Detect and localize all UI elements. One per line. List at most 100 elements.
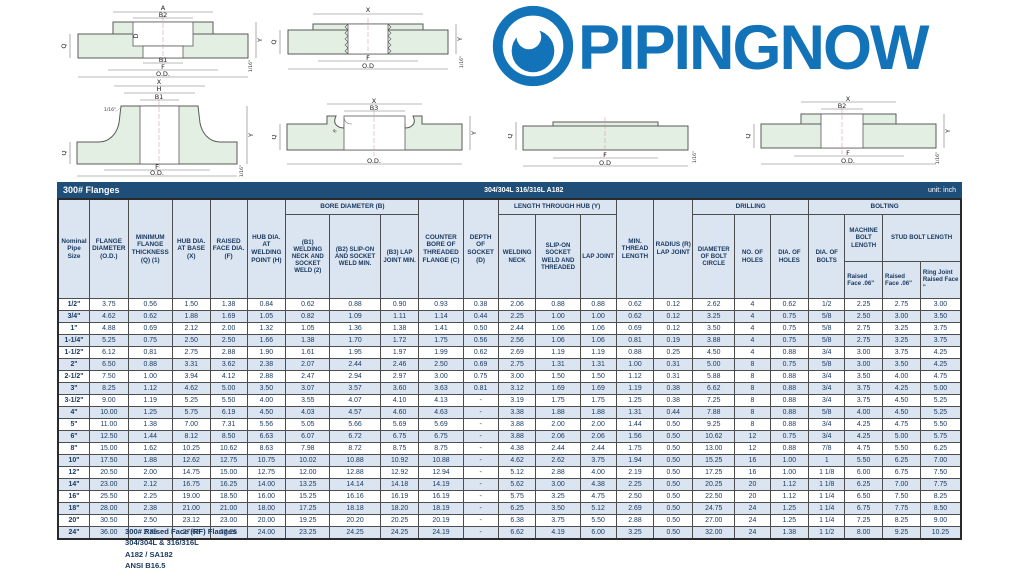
value-cell: 0.69 — [127, 322, 173, 335]
value-cell: 0.75 — [127, 334, 173, 347]
value-cell: 2.44 — [497, 322, 537, 335]
value-cell: 1 1/4 — [808, 490, 846, 503]
value-cell: 6.75 — [882, 466, 921, 479]
svg-text:1/16": 1/16" — [104, 107, 116, 113]
value-cell: 2.50 — [209, 334, 248, 347]
value-cell: 2.44 — [535, 442, 581, 455]
pipe-size-cell: 18" — [57, 502, 90, 515]
value-cell: 3.50 — [882, 358, 921, 371]
pipingnow-logo[interactable]: PIPINGNOW — [492, 5, 930, 90]
value-cell: 8.72 — [329, 442, 381, 455]
value-cell: 2.75 — [844, 334, 884, 347]
svg-text:B3: B3 — [370, 104, 379, 112]
value-cell: 4.38 — [579, 478, 617, 491]
value-cell: 2.44 — [579, 442, 617, 455]
value-cell: 1.25 — [615, 394, 655, 407]
pipe-size-cell: 16" — [57, 490, 90, 503]
value-cell: 12.94 — [418, 466, 464, 479]
svg-text:O.D.: O.D. — [150, 169, 164, 177]
value-cell: 21.00 — [209, 502, 248, 515]
value-cell: 1.00 — [615, 358, 655, 371]
value-cell: 3.12 — [497, 382, 537, 395]
value-cell: 1.25 — [769, 502, 810, 515]
value-cell: 10.75 — [246, 454, 287, 467]
value-cell: 1.95 — [329, 346, 381, 359]
svg-text:B2: B2 — [838, 102, 847, 110]
value-cell: 1.06 — [535, 322, 581, 335]
pipe-size-cell: 3" — [57, 382, 90, 395]
value-cell: 2.50 — [171, 334, 211, 347]
value-cell: 5/8 — [808, 310, 846, 323]
value-cell: 1.75 — [615, 442, 655, 455]
value-cell: 2.47 — [285, 370, 331, 383]
col-header-c: COUNTER BORE OF THREADED FLANGE (C) — [418, 198, 464, 299]
value-cell: 18.19 — [418, 502, 464, 515]
value-cell: 2.50 — [418, 358, 464, 371]
value-cell: 6.25 — [882, 454, 921, 467]
value-cell: 1.31 — [535, 358, 581, 371]
value-cell: 3.25 — [692, 310, 736, 323]
table-row: 18" 28.00 2.38 21.00 21.00 18.00 17.25 18.18 18.… — [57, 502, 962, 515]
value-cell: 4.12 — [209, 370, 248, 383]
value-cell: 15.25 — [285, 490, 331, 503]
svg-text:F: F — [366, 54, 370, 62]
value-cell: 4 — [734, 346, 771, 359]
value-cell: 1.11 — [379, 310, 420, 323]
value-cell: 16 — [734, 454, 771, 467]
value-cell: 4.25 — [919, 358, 962, 371]
value-cell: 13.00 — [692, 442, 736, 455]
value-cell: 8.25 — [89, 382, 129, 395]
value-cell: 7.75 — [882, 502, 921, 515]
value-cell: 0.88 — [769, 394, 810, 407]
pipingnow-logo-text: PIPINGNOW — [578, 12, 930, 83]
table-row: 14" 23.00 2.12 16.75 16.25 14.00 13.25 14.14 14.… — [57, 478, 962, 491]
value-cell: 17.25 — [692, 466, 736, 479]
value-cell: 10.62 — [692, 430, 736, 443]
value-cell: 3.25 — [615, 526, 655, 540]
value-cell: 4.19 — [535, 526, 581, 540]
value-cell: 3.88 — [497, 418, 537, 431]
value-cell: 4.00 — [882, 370, 921, 383]
value-cell: 0.88 — [329, 298, 381, 311]
value-cell: 0.88 — [535, 298, 581, 311]
value-cell: 0.81 — [127, 346, 173, 359]
value-cell: 22.50 — [692, 490, 736, 503]
value-cell: 4.00 — [246, 394, 287, 407]
svg-text:B1: B1 — [159, 56, 168, 64]
svg-text:Q: Q — [62, 150, 68, 155]
table-title-bar: 300# Flanges 304/304L 316/316L A182 unit… — [57, 182, 962, 198]
value-cell: 10.00 — [89, 406, 129, 419]
value-cell: - — [462, 454, 499, 467]
value-cell: 0.38 — [653, 394, 694, 407]
value-cell: 1.72 — [379, 334, 420, 347]
table-row: 5" 11.00 1.38 7.00 7.31 5.56 5.05 5.66 5.69 5.69-… — [57, 418, 962, 431]
value-cell: 23.12 — [171, 514, 211, 527]
pipe-size-cell: 8" — [57, 442, 90, 455]
value-cell: 14.14 — [329, 478, 381, 491]
col-header-q: MINIMUM FLANGE THICKNESS (Q) (1) — [127, 198, 173, 299]
value-cell: 0.50 — [653, 418, 694, 431]
value-cell: 2.62 — [692, 298, 736, 311]
value-cell: 4.00 — [579, 466, 617, 479]
value-cell: 12.00 — [285, 466, 331, 479]
svg-text:Q: Q — [272, 134, 278, 139]
value-cell: - — [462, 442, 499, 455]
value-cell: 24.25 — [379, 526, 420, 540]
table-row: 12" 20.50 2.00 14.75 15.00 12.75 12.00 12.88 12.… — [57, 466, 962, 479]
value-cell: 9.25 — [692, 418, 736, 431]
value-cell: 1.19 — [535, 346, 581, 359]
value-cell: 1.38 — [209, 298, 248, 311]
value-cell: 1.25 — [769, 514, 810, 527]
value-cell: 3.25 — [882, 322, 921, 335]
value-cell: 4.75 — [882, 418, 921, 431]
value-cell: 8.50 — [209, 430, 248, 443]
value-cell: 1.38 — [285, 334, 331, 347]
value-cell: 6.38 — [497, 514, 537, 527]
svg-text:D: D — [132, 33, 140, 38]
value-cell: 1.50 — [579, 370, 617, 383]
value-cell: 8 — [734, 382, 771, 395]
value-cell: 5/8 — [808, 406, 846, 419]
value-cell: 0.82 — [285, 310, 331, 323]
col-header-f: RAISED FACE DIA. (F) — [209, 198, 248, 299]
value-cell: 2.75 — [171, 346, 211, 359]
